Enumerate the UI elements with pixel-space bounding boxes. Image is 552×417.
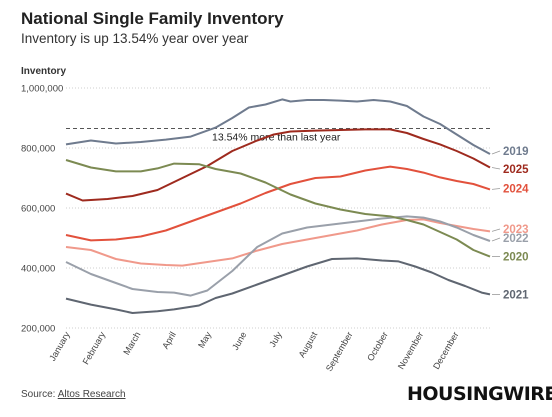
x-tick-label: March [121,330,142,357]
x-tick-label: January [47,330,72,363]
x-tick-label: November [396,330,425,371]
series-leader-2023 [491,228,501,232]
series-line-2020 [65,159,491,258]
series-line-2025 [65,128,491,202]
series-label-2020: 2020 [503,252,529,264]
x-tick-label: August [297,330,320,360]
y-tick-label: 800,000 [21,144,55,155]
series-line-2022 [65,215,491,297]
annotation-label: 13.54% more than last year [212,132,341,144]
annotation-background [209,130,349,144]
housingwire-logo: HOUSINGWIRE [407,383,552,405]
series-line-2023 [65,218,491,267]
series-label-2021: 2021 [503,289,529,301]
chart-subtitle: Inventory is up 13.54% year over year [21,31,249,46]
x-tick-label: February [81,330,108,367]
y-axis-label: Inventory [21,66,67,77]
series-label-2022: 2022 [503,233,529,245]
x-tick-label: May [196,330,213,350]
y-tick-label: 600,000 [21,204,55,215]
series-line-2021 [65,257,491,314]
chart-title: National Single Family Inventory [21,9,284,28]
series-leader-2024 [491,188,501,190]
x-tick-label: September [324,330,355,373]
source-prefix: Source: [21,389,58,400]
series-label-2019: 2019 [503,146,529,158]
source-link[interactable]: Altos Research [57,389,126,400]
source-note: Source: Altos Research [21,389,126,400]
y-tick-label: 400,000 [21,264,55,275]
x-tick-label: July [267,330,284,349]
series-leader-2019 [491,150,501,155]
series-label-2024: 2024 [503,184,529,196]
series-leader-2022 [491,237,501,242]
x-tick-label: December [431,330,460,371]
x-tick-label: April [160,330,178,351]
y-tick-label: 1,000,000 [21,84,63,95]
x-tick-label: June [230,330,248,352]
series-label-2025: 2025 [503,164,529,176]
series-line-2024 [65,165,491,242]
series-line-2019 [65,98,491,155]
x-tick-label: October [365,330,390,363]
y-tick-label: 200,000 [21,324,55,335]
series-leader-2025 [491,167,501,170]
series-label-2023: 2023 [503,224,529,236]
